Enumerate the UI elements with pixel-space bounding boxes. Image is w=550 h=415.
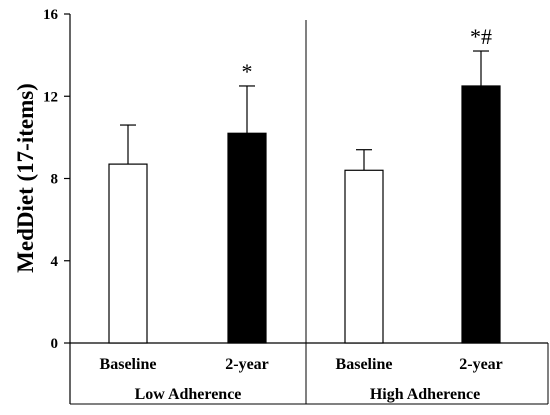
y-axis-label: MedDiet (17-items) xyxy=(13,83,38,273)
bars xyxy=(108,50,501,344)
y-tick-label: 12 xyxy=(43,89,58,105)
bar xyxy=(108,163,148,344)
category-label: Baseline xyxy=(100,356,157,373)
group-label: High Adherence xyxy=(370,386,480,403)
bar xyxy=(227,132,267,344)
labels: 0 4 8 12 16 Baseline * 2-year Low Adherence Basel… xyxy=(43,7,503,403)
group-label: Low Adherence xyxy=(135,386,242,403)
y-tick-label: 16 xyxy=(43,7,59,23)
significance-annotation: *# xyxy=(470,24,492,49)
bar xyxy=(344,169,384,344)
significance-annotation: * xyxy=(242,59,253,84)
category-label: Baseline xyxy=(336,356,393,373)
y-tick-label: 8 xyxy=(51,172,59,188)
y-tick-label: 0 xyxy=(51,336,59,352)
category-label: 2-year xyxy=(459,356,503,373)
category-label: 2-year xyxy=(225,356,269,373)
y-tick-label: 4 xyxy=(51,254,59,270)
bar xyxy=(461,85,501,344)
